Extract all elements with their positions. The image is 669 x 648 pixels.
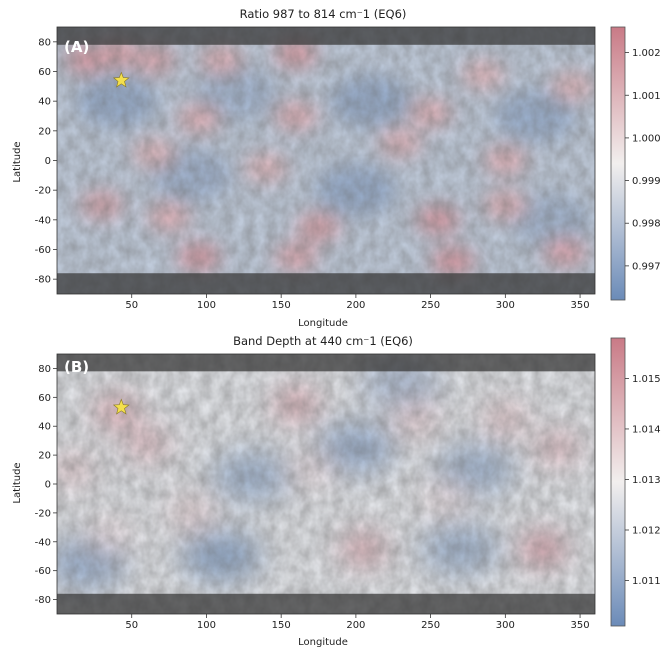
colorbar-tick-label: 1.015 — [632, 374, 661, 385]
colorbar-tick-label: 0.998 — [632, 219, 661, 230]
panel-a: Ratio 987 to 814 cm⁻1 (EQ6) (A) 50 100 150… — [12, 7, 661, 329]
x-tick-label: 150 — [272, 620, 291, 631]
x-tick-label: 100 — [197, 300, 216, 311]
terrain-texture — [57, 27, 595, 294]
x-tick-label: 350 — [571, 620, 590, 631]
panel-b: Band Depth at 440 cm⁻1 (EQ6) (B) 50 100 15… — [12, 334, 661, 648]
colorbar-gradient — [610, 337, 626, 627]
north-polar-band — [57, 27, 595, 45]
south-polar-band — [57, 593, 595, 614]
x-tick-label: 150 — [272, 300, 291, 311]
x-axis: 50 100 150 200 250 300 350 — [125, 294, 590, 311]
x-tick-label: 100 — [197, 620, 216, 631]
star-marker — [112, 398, 130, 415]
colorbar-tick-label: 1.013 — [632, 475, 661, 486]
x-tick-label: 250 — [421, 300, 440, 311]
colorbar-tick-label: 1.002 — [632, 48, 661, 59]
map-area — [56, 353, 596, 615]
x-tick-label: 200 — [346, 300, 365, 311]
y-tick-label: -60 — [35, 245, 51, 256]
colorbar-tick-label: 1.011 — [632, 576, 661, 587]
x-tick-label: 300 — [496, 620, 515, 631]
panel-label: (B) — [64, 358, 89, 376]
north-polar-band — [57, 354, 595, 372]
chart-title: Ratio 987 to 814 cm⁻1 (EQ6) — [240, 7, 407, 21]
y-tick-label: -60 — [35, 566, 51, 577]
terrain-texture — [57, 354, 595, 614]
x-axis: 50 100 150 200 250 300 350 — [125, 614, 590, 631]
y-tick-label: 80 — [38, 37, 51, 48]
y-tick-label: 60 — [38, 67, 51, 78]
south-polar-band — [57, 273, 595, 294]
x-axis-label: Longitude — [298, 637, 348, 648]
y-axis-label: Latitude — [12, 141, 23, 182]
chart-title: Band Depth at 440 cm⁻1 (EQ6) — [233, 334, 413, 348]
y-tick-label: -80 — [35, 595, 51, 606]
y-axis-label: Latitude — [12, 462, 23, 503]
colorbar-tick-label: 1.000 — [632, 133, 661, 144]
y-tick-label: 60 — [38, 393, 51, 404]
y-tick-label: -20 — [35, 186, 51, 197]
y-tick-label: 40 — [38, 422, 51, 433]
y-tick-label: 20 — [38, 126, 51, 137]
colorbar-tick-label: 0.999 — [632, 176, 661, 187]
x-tick-label: 250 — [421, 620, 440, 631]
y-tick-label: 80 — [38, 364, 51, 375]
y-tick-label: -20 — [35, 508, 51, 519]
colorbar: 1.002 1.001 1.000 0.999 0.998 0.997 — [610, 26, 661, 301]
y-axis: 80 60 40 20 0 -20 -40 -60 -80 — [35, 364, 57, 606]
y-axis: 80 60 40 20 0 -20 -40 -60 -80 — [35, 37, 57, 286]
colorbar-tick-label: 1.001 — [632, 91, 661, 102]
y-tick-label: -80 — [35, 275, 51, 286]
colorbar-tick-label: 1.012 — [632, 526, 661, 537]
colorbar-tick-label: 0.997 — [632, 261, 661, 272]
x-axis-label: Longitude — [298, 318, 348, 329]
colorbar-tick-label: 1.014 — [632, 424, 661, 435]
x-tick-label: 350 — [571, 300, 590, 311]
y-tick-label: 0 — [45, 480, 51, 491]
y-tick-label: 20 — [38, 451, 51, 462]
colorbar: 1.015 1.014 1.013 1.012 1.011 — [610, 337, 661, 627]
y-tick-label: 40 — [38, 97, 51, 108]
x-tick-label: 300 — [496, 300, 515, 311]
star-marker — [112, 71, 130, 88]
map-area — [56, 26, 596, 295]
y-tick-label: -40 — [35, 537, 51, 548]
y-tick-label: 0 — [45, 156, 51, 167]
x-tick-label: 50 — [125, 300, 138, 311]
x-tick-label: 200 — [346, 620, 365, 631]
colorbar-gradient — [610, 26, 626, 301]
x-tick-label: 50 — [125, 620, 138, 631]
panel-label: (A) — [64, 38, 89, 56]
y-tick-label: -40 — [35, 215, 51, 226]
